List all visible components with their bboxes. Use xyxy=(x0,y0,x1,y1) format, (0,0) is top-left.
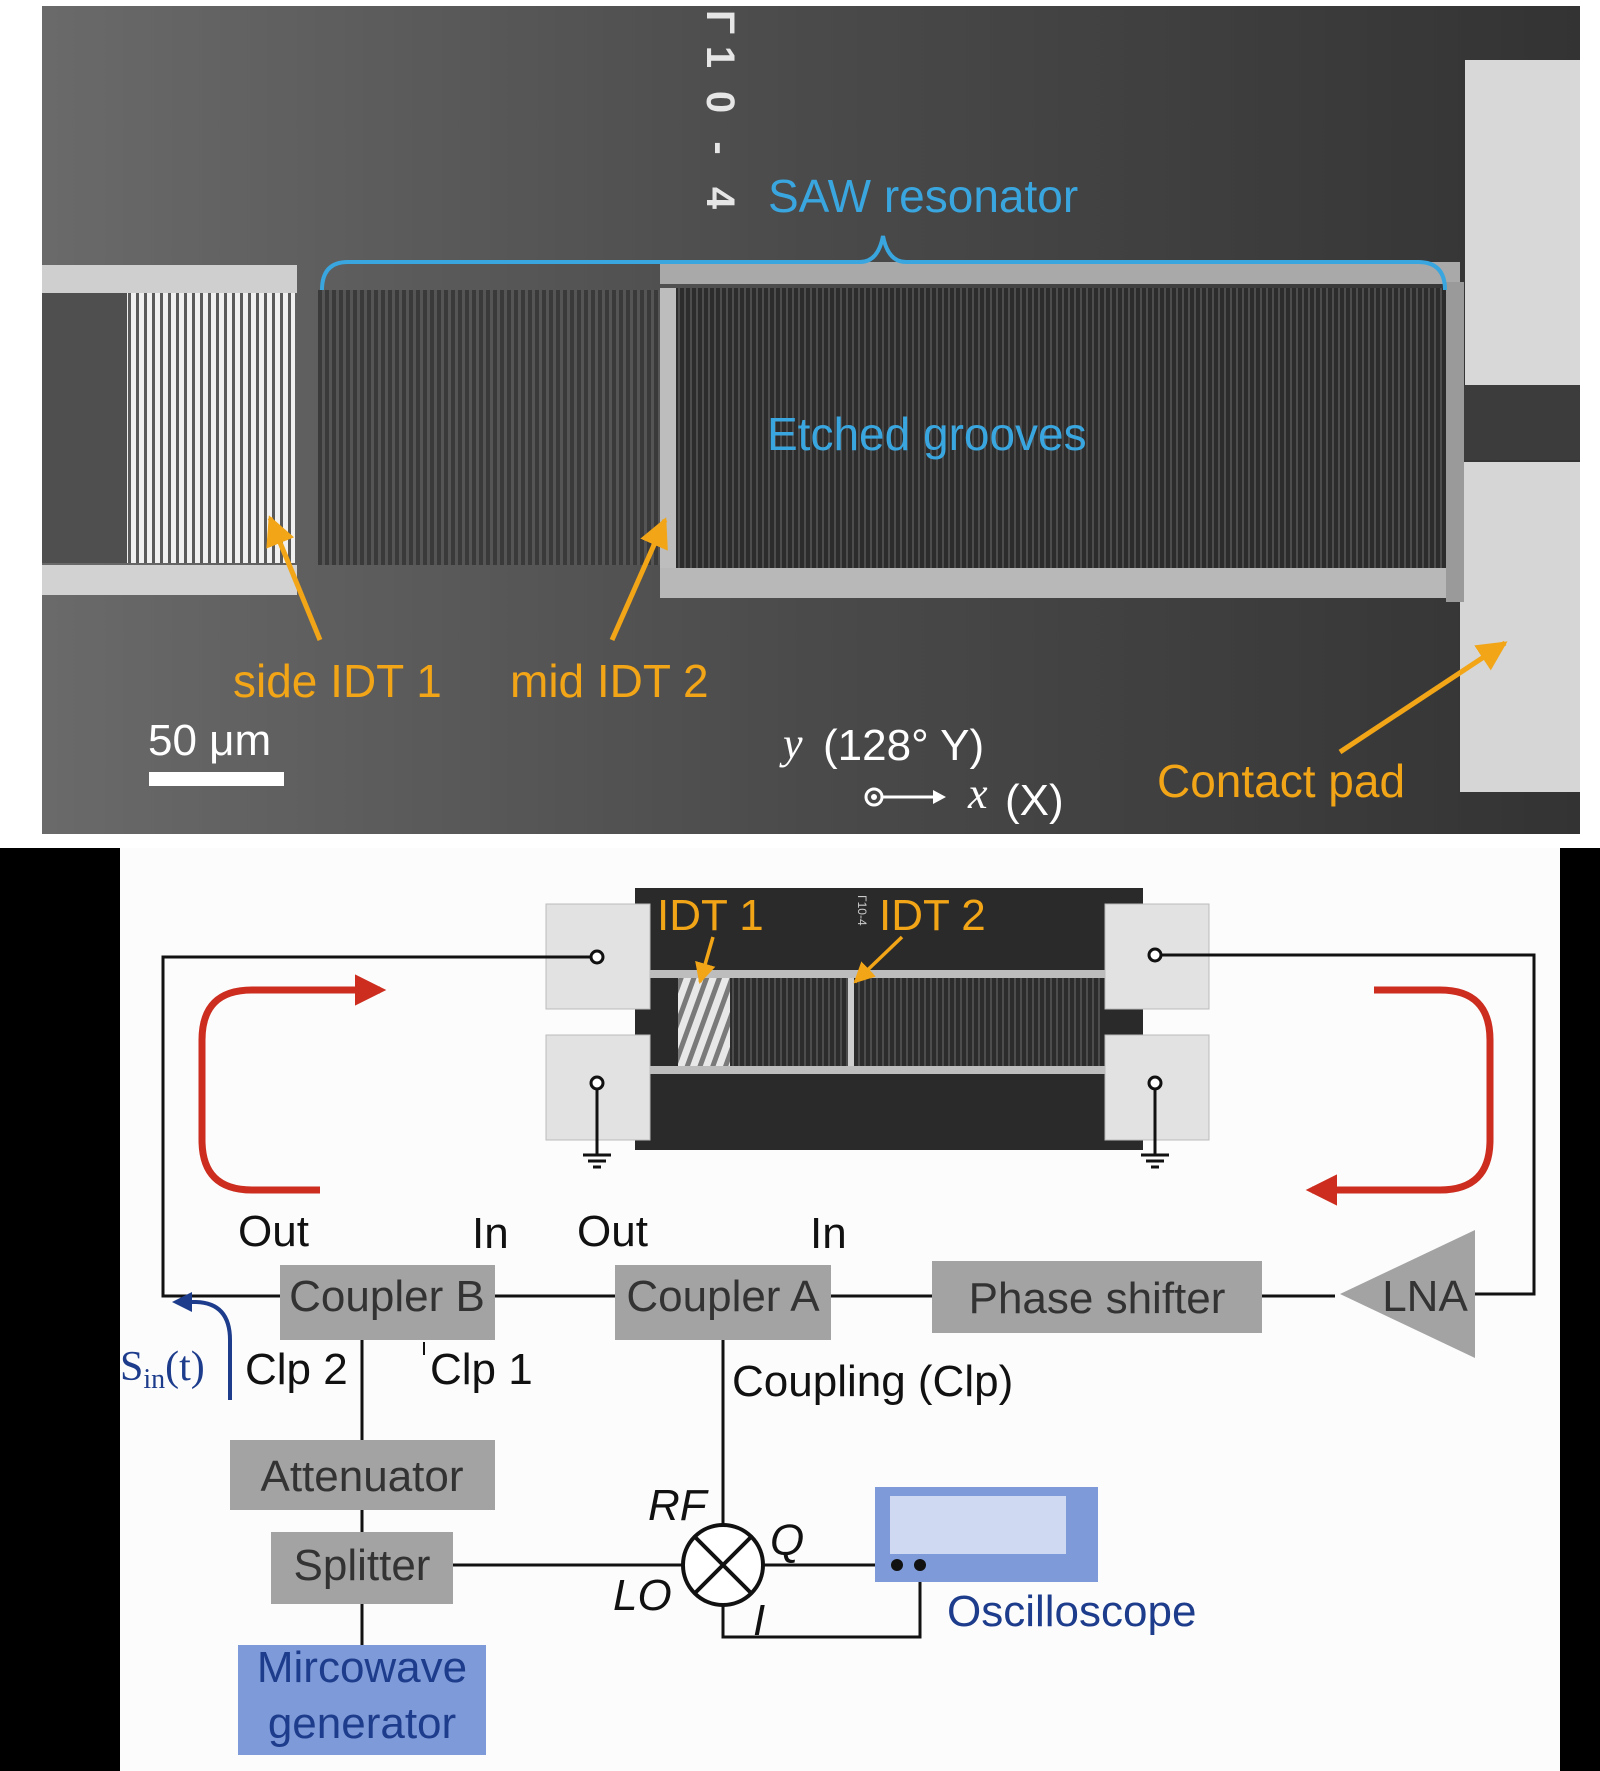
generator-box xyxy=(238,1645,486,1755)
svg-text:Γ10-4: Γ10-4 xyxy=(855,895,869,926)
coupler-b-in-label: In xyxy=(472,1209,509,1258)
clp2-label: Clp 2 xyxy=(245,1345,348,1394)
coupler-b-label: Coupler B xyxy=(289,1272,485,1321)
contact-pad-lower xyxy=(1460,462,1580,792)
ground-icon xyxy=(1141,1153,1169,1169)
coupler-a-out-label: Out xyxy=(577,1207,648,1256)
splitter-box xyxy=(271,1532,453,1604)
lna-triangle xyxy=(1340,1230,1475,1358)
sem-image: Γ 1 0 - 4 SAW resonator Etched grooves s… xyxy=(0,0,1600,848)
attenuator-label: Attenuator xyxy=(260,1452,463,1501)
attenuator-box xyxy=(230,1440,495,1510)
oscilloscope-screen xyxy=(890,1496,1066,1554)
saw-resonator-brace xyxy=(320,235,1447,291)
chip-label: Γ 1 0 - 4 xyxy=(698,10,742,210)
terminal xyxy=(1147,1075,1163,1091)
axis-y-variable: y xyxy=(779,719,803,768)
chip-label-char: 0 xyxy=(698,91,742,113)
chip-label-char: - xyxy=(698,141,742,154)
device-inset: Γ10-4 xyxy=(545,888,1210,1150)
etched-grooves-label: Etched grooves xyxy=(767,408,1087,460)
side-idt-label: side IDT 1 xyxy=(233,655,442,707)
generator-label-line2: generator xyxy=(268,1699,456,1748)
idt1-label: IDT 1 xyxy=(657,891,764,940)
contact-pad-upper xyxy=(1465,60,1580,385)
clp1-label: Clp 1 xyxy=(430,1345,533,1394)
mid-idt-label: mid IDT 2 xyxy=(510,655,709,707)
left-grating xyxy=(318,290,663,565)
idt1-arrow xyxy=(695,936,716,985)
ground-icon xyxy=(583,1153,611,1169)
terminal xyxy=(589,1075,605,1091)
left-circulation-arrow xyxy=(198,974,387,1194)
scale-bar xyxy=(149,772,284,786)
mid-idt xyxy=(660,288,676,568)
contact-pad-label: Contact pad xyxy=(1157,755,1405,807)
mixer-icon xyxy=(681,1523,765,1607)
generator-label-line1: Mircowave xyxy=(257,1643,467,1692)
scale-bar-label: 50 μm xyxy=(148,716,271,765)
input-signal-symbol: S xyxy=(120,1344,143,1390)
circuit-diagram: Γ10-4 IDT 1 IDT 2 xyxy=(0,848,1600,1771)
input-signal-subscript: in xyxy=(143,1364,165,1395)
splitter-label: Splitter xyxy=(294,1541,431,1590)
phase-shifter-box xyxy=(932,1261,1262,1333)
circuit-wires xyxy=(161,953,1536,1645)
input-signal-label: Sin(t) xyxy=(120,1344,205,1395)
right-circulation-arrow xyxy=(1305,986,1494,1206)
mixer-q-label: Q xyxy=(770,1516,804,1565)
axis-x-variable: x xyxy=(967,769,988,818)
idt1-region xyxy=(678,978,730,1066)
axis-y-description: (128° Y) xyxy=(823,721,984,770)
axis-x-description: (X) xyxy=(1005,776,1064,825)
mixer-rf-label: RF xyxy=(648,1481,709,1530)
idt2-label: IDT 2 xyxy=(879,891,986,940)
coupler-a-label: Coupler A xyxy=(626,1272,820,1321)
saw-resonator-label: SAW resonator xyxy=(768,170,1078,222)
etched-grooves-region xyxy=(676,288,1446,568)
mid-idt-arrow xyxy=(609,517,668,642)
chip-label-char: Γ xyxy=(698,10,742,34)
side-idt-arrow xyxy=(266,515,323,641)
terminal xyxy=(1147,947,1163,963)
phase-shifter-label: Phase shifter xyxy=(969,1274,1226,1323)
coupling-label: Coupling (Clp) xyxy=(732,1357,1013,1406)
lna-label: LNA xyxy=(1382,1272,1468,1321)
contact-pad-arrow xyxy=(1338,640,1508,755)
chip-label-char: 1 xyxy=(698,46,742,68)
coupler-b-box xyxy=(280,1265,495,1340)
idt2-arrow xyxy=(853,935,904,984)
input-signal-argument: (t) xyxy=(165,1344,205,1390)
mixer-lo-label: LO xyxy=(613,1571,672,1620)
coupler-b-out-label: Out xyxy=(238,1207,309,1256)
mixer-i-label: I xyxy=(753,1596,765,1645)
oscilloscope-label: Oscilloscope xyxy=(947,1587,1196,1636)
coupler-a-box xyxy=(615,1265,831,1340)
input-signal-arrow xyxy=(172,1292,232,1400)
coupler-a-in-label: In xyxy=(810,1209,847,1258)
chip-label-char: 4 xyxy=(698,187,742,210)
terminal xyxy=(589,949,605,965)
